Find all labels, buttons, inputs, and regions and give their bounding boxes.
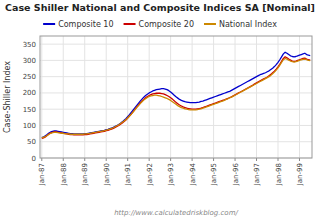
x-tick-label: Jan-97 bbox=[253, 163, 261, 186]
x-tick-label: Jan-92 bbox=[146, 163, 154, 186]
x-grid-line bbox=[235, 36, 236, 158]
x-grid-line bbox=[127, 36, 128, 158]
y-grid-line bbox=[40, 125, 312, 126]
y-grid-line bbox=[40, 141, 312, 142]
series-line bbox=[42, 52, 310, 137]
x-tick-label: Jan-89 bbox=[81, 163, 89, 186]
x-tick-label: Jan-93 bbox=[167, 163, 175, 186]
series-line bbox=[42, 58, 310, 137]
y-tick-label: 50 bbox=[27, 138, 36, 146]
x-grid-line bbox=[106, 36, 107, 158]
y-tick-label: 350 bbox=[23, 41, 36, 49]
y-tick-label: 150 bbox=[23, 106, 36, 114]
y-tick-label: 300 bbox=[23, 57, 36, 65]
x-grid-line bbox=[84, 36, 85, 158]
x-grid-line bbox=[192, 36, 193, 158]
x-tick-label: Jan-99 bbox=[296, 163, 304, 186]
x-tick-label: Jan-91 bbox=[124, 163, 132, 186]
y-axis-label: Case-Shiller Index bbox=[3, 61, 12, 133]
x-grid-line bbox=[41, 36, 42, 158]
x-grid-line bbox=[256, 36, 257, 158]
x-tick-label: Jan-94 bbox=[189, 162, 197, 186]
legend-item: Composite 20 bbox=[124, 20, 194, 29]
x-tick-label: Jan-95 bbox=[210, 163, 218, 186]
legend-swatch bbox=[204, 23, 216, 25]
x-tick-label: Jan-88 bbox=[60, 163, 68, 186]
x-tick-label: Jan-96 bbox=[232, 162, 240, 186]
legend-item: National Index bbox=[204, 20, 277, 29]
y-tick-label: 100 bbox=[23, 122, 36, 130]
legend: Composite 10 Composite 20 National Index bbox=[43, 20, 277, 29]
legend-label: National Index bbox=[219, 20, 277, 29]
y-grid-line bbox=[40, 76, 312, 77]
y-tick-label: 250 bbox=[23, 73, 36, 81]
y-grid-line bbox=[40, 60, 312, 61]
x-grid-line bbox=[63, 36, 64, 158]
y-tick-label: 200 bbox=[23, 89, 36, 97]
legend-swatch bbox=[124, 23, 136, 25]
annotation: http://www.calculatedriskblog.com/ bbox=[114, 209, 238, 217]
y-grid-line bbox=[40, 92, 312, 93]
y-tick-label: 0 bbox=[32, 155, 36, 163]
plot-frame bbox=[40, 36, 312, 158]
x-tick-label: Jan-90 bbox=[103, 163, 111, 186]
legend-label: Composite 10 bbox=[58, 20, 113, 29]
x-tick-label: Jan-87 bbox=[38, 163, 46, 186]
legend-item: Composite 10 bbox=[43, 20, 113, 29]
chart: Case Shiller National and Composite Indi… bbox=[0, 0, 320, 219]
y-grid-line bbox=[40, 109, 312, 110]
lines bbox=[42, 52, 310, 138]
x-grid-line bbox=[278, 36, 279, 158]
series-line bbox=[42, 57, 310, 139]
title: Case Shiller National and Composite Indi… bbox=[5, 2, 315, 13]
legend-label: Composite 20 bbox=[139, 20, 194, 29]
grid bbox=[40, 36, 312, 158]
x-grid-line bbox=[299, 36, 300, 158]
legend-swatch bbox=[43, 23, 55, 25]
x-tick-label: Jan-98 bbox=[275, 163, 283, 186]
y-grid-line bbox=[40, 44, 312, 45]
